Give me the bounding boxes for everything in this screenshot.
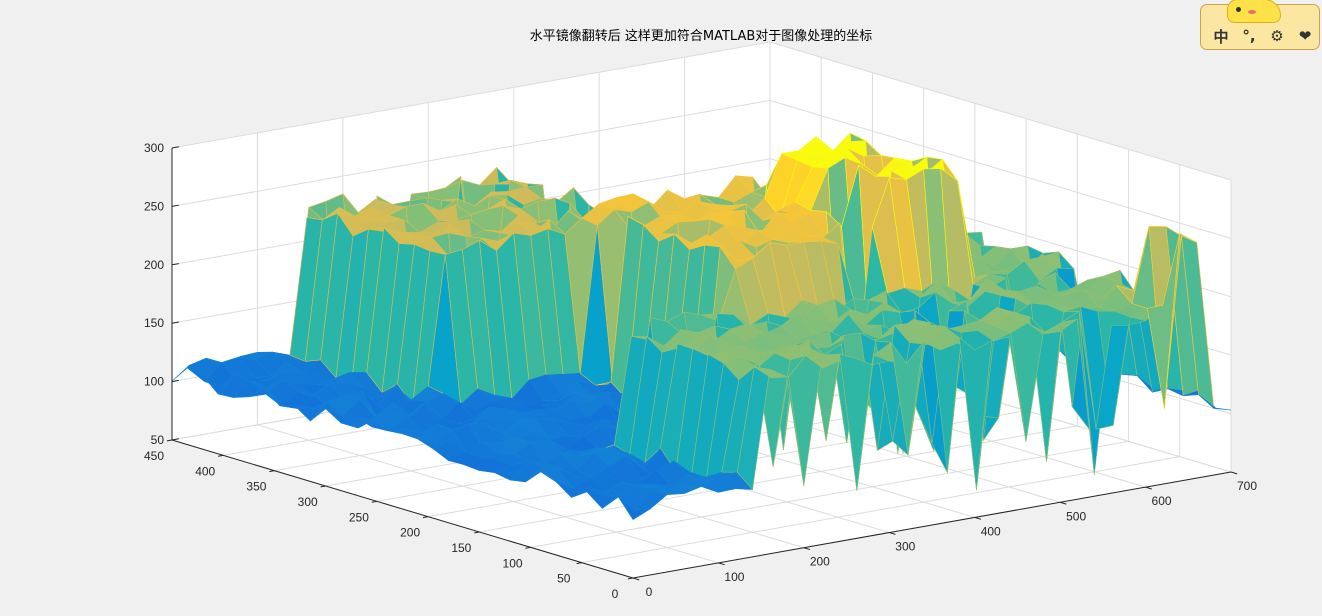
- grid-line-z: [171, 41, 1232, 181]
- x-tick-mark: [803, 547, 811, 551]
- y-tick-label: 50: [557, 572, 571, 586]
- gear-icon[interactable]: ⚙: [1270, 27, 1284, 45]
- x-tick-mark: [1230, 471, 1238, 475]
- grid-line-z: [171, 99, 1232, 239]
- y-tick-label: 0: [612, 587, 619, 601]
- x-tick-mark: [889, 532, 896, 535]
- axis-lines: [171, 148, 1232, 579]
- x-tick-label: 600: [1152, 494, 1172, 508]
- z-tick-mark: [171, 321, 179, 324]
- ime-punct-toggle[interactable]: °,: [1242, 27, 1256, 45]
- surface-plot: [171, 132, 1232, 521]
- x-tick-mark: [1059, 501, 1067, 505]
- surface-facet: [1198, 394, 1232, 411]
- x-tick-label: 0: [646, 585, 653, 599]
- y-tick-mark: [474, 531, 480, 534]
- x-tick-label: 500: [1066, 509, 1086, 523]
- z-tick-label: 300: [144, 141, 164, 155]
- y-tick-label: 250: [349, 510, 369, 524]
- ime-toolbar[interactable]: 中 °, ⚙ ❤: [1200, 0, 1320, 50]
- y-tick-label: 150: [451, 541, 471, 555]
- y-tick-mark: [269, 470, 275, 473]
- y-axis-line: [171, 439, 634, 579]
- x-tick-mark: [1145, 486, 1152, 490]
- z-tick-label: 200: [144, 258, 164, 272]
- y-tick-mark: [627, 577, 634, 580]
- y-tick-mark: [166, 439, 173, 442]
- y-tick-mark: [320, 485, 326, 488]
- heart-icon[interactable]: ❤: [1298, 27, 1312, 45]
- y-tick-label: 100: [503, 556, 523, 570]
- z-tick-mark: [171, 204, 179, 207]
- z-tick-mark: [171, 146, 179, 149]
- z-tick-label: 50: [151, 433, 165, 447]
- z-tick-mark: [171, 438, 179, 441]
- x-tick-label: 100: [724, 570, 744, 584]
- z-tick-label: 150: [144, 316, 164, 330]
- z-tick-label: 250: [144, 199, 164, 213]
- y-tick-label: 200: [400, 526, 420, 540]
- x-axis-line: [632, 471, 1232, 579]
- ime-lang-toggle[interactable]: 中: [1213, 27, 1229, 46]
- y-tick-label: 350: [246, 480, 266, 494]
- x-tick-label: 700: [1237, 479, 1257, 493]
- y-tick-label: 300: [298, 495, 318, 509]
- y-tick-mark: [576, 562, 582, 565]
- y-tick-label: 450: [144, 449, 164, 463]
- y-tick-mark: [525, 546, 531, 549]
- z-tick-mark: [171, 263, 179, 266]
- y-tick-mark: [218, 454, 224, 457]
- x-tick-label: 300: [895, 540, 915, 554]
- chart-title: 水平镜像翻转后 这样更加符合MATLAB对于图像处理的坐标: [530, 28, 873, 44]
- x-tick-mark: [974, 516, 982, 520]
- x-tick-label: 400: [981, 524, 1001, 538]
- z-tick-label: 100: [144, 375, 164, 389]
- mascot-icon: [1227, 0, 1281, 23]
- tick-labels: 0 100 200 300 400 500 600 700 0 50 100 150 200 250 300…: [144, 141, 1257, 601]
- y-tick-mark: [422, 516, 429, 519]
- x-tick-label: 200: [810, 555, 830, 569]
- y-tick-label: 400: [195, 464, 215, 478]
- x-tick-mark: [632, 577, 640, 581]
- y-tick-mark: [371, 500, 377, 503]
- x-tick-mark: [718, 562, 725, 566]
- z-tick-mark: [171, 379, 179, 383]
